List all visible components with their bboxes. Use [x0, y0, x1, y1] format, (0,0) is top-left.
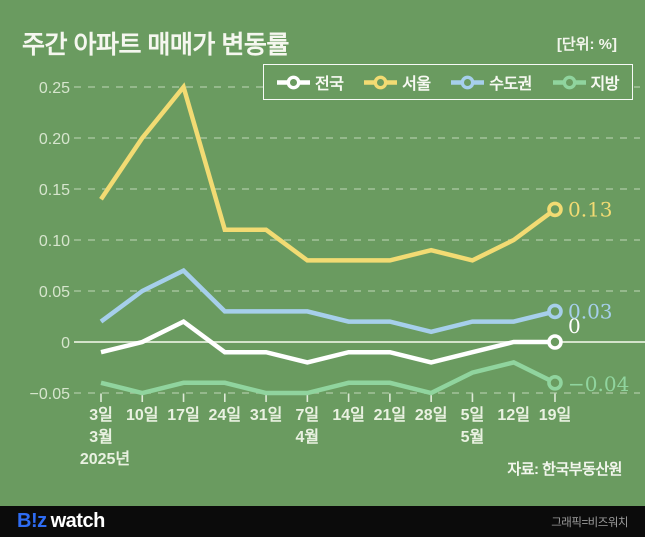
legend-label-provincial: 지방	[590, 76, 620, 93]
legend-marker-nationwide	[277, 75, 310, 89]
y-tick-label: 0	[61, 335, 70, 352]
y-tick-label: 0.10	[39, 233, 70, 250]
logo-biz-text: B!z	[17, 510, 47, 532]
legend-item-nationwide: 전국	[277, 70, 344, 94]
x-tick-label: 10일	[126, 406, 159, 424]
y-tick-label: −0.05	[30, 386, 71, 403]
legend-marker-metro	[451, 75, 485, 89]
legend-marker-provincial	[552, 75, 586, 89]
source-label: 자료: 한국부동산원	[507, 461, 622, 478]
series-line-seoul	[99, 82, 557, 263]
x-tick-label: 17일	[167, 406, 200, 424]
end-marker-nationwide	[547, 334, 563, 350]
y-tick-label: 0.05	[39, 284, 70, 301]
x-tick-label: 31일	[250, 406, 283, 424]
month-label: 5월	[461, 428, 485, 446]
series-line-provincial	[100, 360, 556, 396]
month-label: 4월	[296, 428, 320, 446]
y-tick-label: 0.15	[39, 182, 70, 199]
x-tick-label: 28일	[415, 406, 448, 424]
legend-item-metro: 수도권	[451, 70, 532, 94]
bizwatch-logo: B!z watch	[17, 510, 105, 533]
legend-label-seoul: 서울	[402, 76, 431, 93]
legend: 전국 서울 수도권 지방	[263, 64, 633, 100]
unit-label: [단위: %]	[556, 36, 617, 53]
page-title: 주간 아파트 매매가 변동률	[22, 31, 289, 59]
legend-marker-seoul	[364, 75, 398, 89]
end-marker-seoul	[547, 201, 563, 218]
y-tick-label: 0.20	[39, 131, 70, 148]
end-value-label-metro: 0.03	[568, 299, 613, 323]
x-tick-label: 24일	[209, 406, 242, 424]
month-label: 3월	[89, 428, 113, 446]
y-tick-label: 0.25	[39, 80, 70, 97]
logo-watch-text: watch	[50, 510, 106, 532]
x-tick-label: 12일	[497, 406, 530, 424]
legend-item-provincial: 지방	[552, 70, 620, 94]
x-tick-label: 3일	[89, 406, 113, 424]
x-tick-label: 19일	[539, 406, 572, 424]
end-value-label-nationwide: 0	[568, 314, 581, 338]
x-tick-label: 21일	[374, 406, 407, 424]
end-value-label-provincial: −0.04	[568, 372, 629, 396]
year-label: 2025년	[80, 449, 130, 468]
x-tick-label: 14일	[332, 406, 365, 424]
end-value-label-seoul: 0.13	[568, 197, 613, 221]
credit-label: 그래픽=비즈워치	[551, 516, 628, 529]
end-marker-metro	[547, 303, 563, 320]
x-tick-label: 7일	[296, 406, 320, 424]
footer-bar: B!z watch 그래픽=비즈워치	[0, 506, 645, 537]
legend-item-seoul: 서울	[364, 70, 431, 94]
series-line-nationwide	[100, 318, 555, 365]
legend-label-nationwide: 전국	[315, 76, 344, 93]
end-marker-provincial	[547, 374, 563, 391]
legend-label-metro: 수도권	[489, 76, 532, 93]
series-line-metro	[99, 267, 556, 335]
x-tick-label: 5일	[461, 406, 485, 424]
line-chart: 0.25 0.20 0.15 0.10 0.05 0 −0.05 3일 10일 17일 24일 31일…	[30, 80, 645, 468]
